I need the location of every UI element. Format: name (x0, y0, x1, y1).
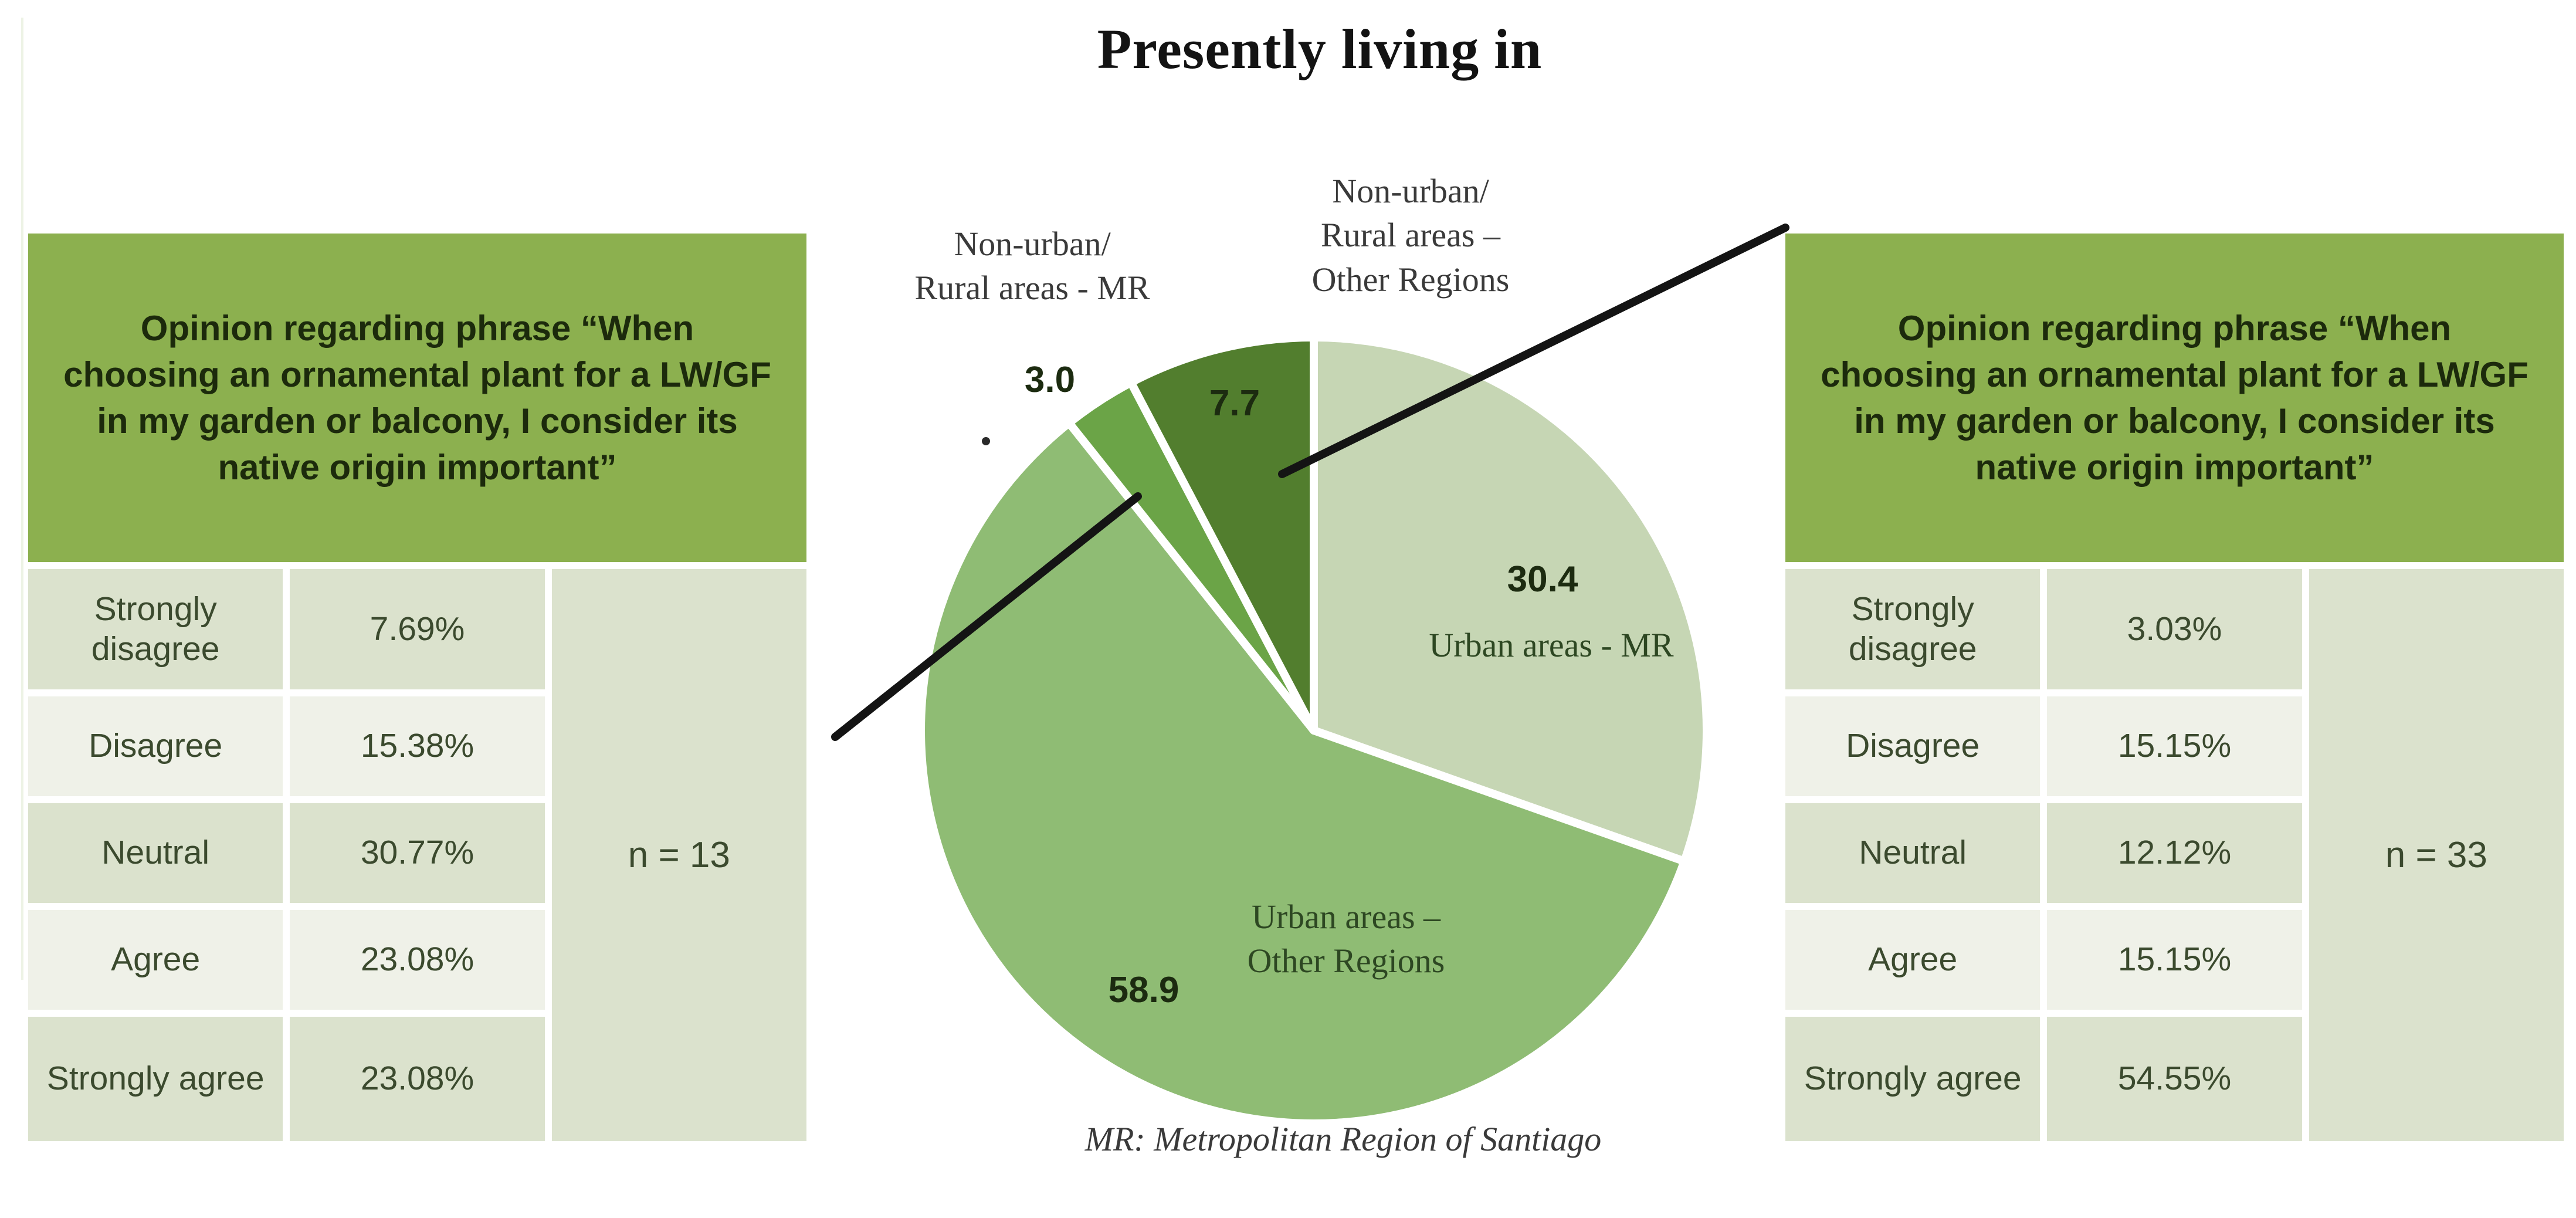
right-table-body: Strongly disagree 3.03% Disagree 15.15% Neut… (1785, 569, 2564, 1141)
table-row-label: Disagree (28, 696, 283, 796)
table-row-label: Strongly agree (1785, 1017, 2041, 1141)
table-row-label: Agree (1785, 910, 2041, 1010)
pie-value-rural-mr: 3.0 (1024, 360, 1076, 400)
table-row-label: Agree (28, 910, 283, 1010)
pie-label-rural-other: Non-urban/ Rural areas – Other Regions (1311, 172, 1510, 299)
pie-footnote: MR: Metropolitan Region of Santiago (1084, 1120, 1602, 1158)
left-table-body: Strongly disagree 7.69% Disagree 15.38% Neut… (28, 569, 806, 1141)
table-row-value: 7.69% (290, 569, 545, 689)
table-row-value: 30.77% (290, 803, 545, 903)
left-table-header: Opinion regarding phrase “When choosing … (28, 234, 806, 562)
pie-label-rural-mr: Non-urban/ Rural areas - MR (914, 225, 1150, 307)
table-row-value: 23.08% (290, 1017, 545, 1141)
stray-dot-artifact (982, 437, 990, 445)
table-row-label: Strongly disagree (28, 569, 283, 689)
right-table-header: Opinion regarding phrase “When choosing … (1785, 234, 2564, 562)
table-row-value: 15.15% (2047, 910, 2302, 1010)
page-edge-artifact (21, 18, 23, 980)
pie-slice (917, 418, 1689, 1128)
left-opinion-table: Opinion regarding phrase “When choosing … (28, 234, 806, 1141)
pie-slice (1310, 333, 1711, 865)
table-row-value: 54.55% (2047, 1017, 2302, 1141)
table-row-label: Neutral (1785, 803, 2041, 903)
pie-value-urban-mr: 30.4 (1507, 559, 1578, 600)
pie-label-urban-mr: Urban areas - MR (1429, 626, 1674, 664)
table-row-label: Neutral (28, 803, 283, 903)
pie-slice (1127, 333, 1318, 735)
table-row-label: Strongly disagree (1785, 569, 2041, 689)
pie-value-urban-other: 58.9 (1108, 970, 1179, 1010)
table-row-value: 3.03% (2047, 569, 2302, 689)
right-callout-line (1278, 224, 1789, 478)
figure-title: Presently living in (1097, 18, 1543, 80)
pie-value-rural-other: 7.7 (1209, 383, 1260, 424)
table-row-value: 15.38% (290, 696, 545, 796)
table-row-label: Strongly agree (28, 1017, 283, 1141)
table-row-value: 23.08% (290, 910, 545, 1010)
table-row-value: 12.12% (2047, 803, 2302, 903)
left-callout-line (831, 492, 1142, 741)
table-row-value: 15.15% (2047, 696, 2302, 796)
sample-size-cell: n = 13 (551, 569, 806, 1141)
table-row-label: Disagree (1785, 696, 2041, 796)
right-opinion-table: Opinion regarding phrase “When choosing … (1785, 234, 2564, 1141)
sample-size-cell: n = 33 (2309, 569, 2564, 1141)
pie-label-urban-other: Urban areas – Other Regions (1247, 898, 1445, 980)
